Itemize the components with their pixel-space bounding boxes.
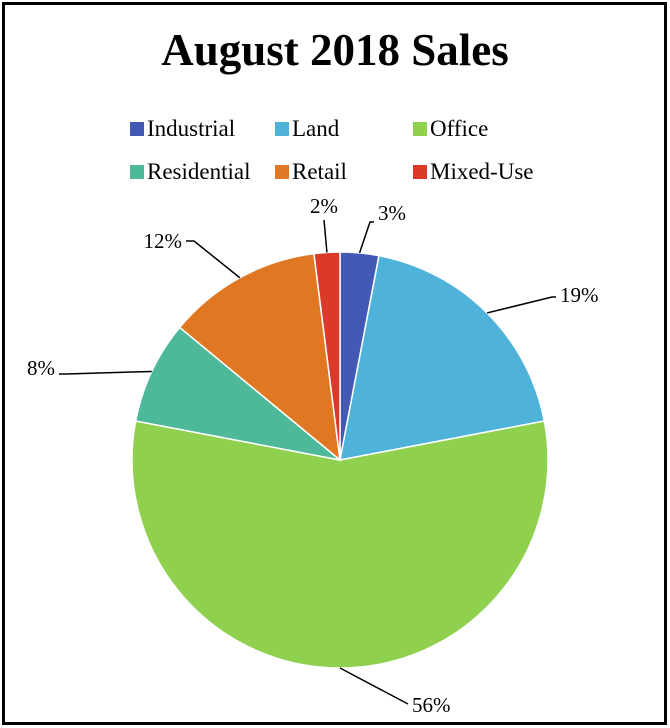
data-label-land: 19% <box>560 283 599 307</box>
legend-swatch-residential <box>130 164 144 179</box>
legend-item-land: Land <box>275 117 339 140</box>
legend-label-office: Office <box>430 116 489 141</box>
legend-label-land: Land <box>292 116 340 141</box>
legend-swatch-mixed-use <box>413 164 427 179</box>
legend-swatch-office <box>413 121 427 136</box>
leader-line-office <box>339 667 409 705</box>
legend-swatch-land <box>275 121 289 136</box>
legend-item-mixed-use: Mixed-Use <box>413 160 533 183</box>
legend-swatch-retail <box>275 164 289 179</box>
legend-label-mixed-use: Mixed-Use <box>430 159 534 184</box>
pie-slice-land <box>339 254 546 461</box>
legend-item-office: Office <box>413 117 488 140</box>
legend-label-retail: Retail <box>292 159 347 184</box>
leader-line-retail <box>186 240 241 279</box>
legend-item-retail: Retail <box>275 160 347 183</box>
legend-label-industrial: Industrial <box>147 116 236 141</box>
legend-label-residential: Residential <box>147 159 251 184</box>
pie-slice-office <box>131 420 549 669</box>
leader-line-land <box>486 296 556 314</box>
data-label-mixed-use: 2% <box>310 194 338 218</box>
leader-line-residential <box>59 370 152 375</box>
legend-swatch-industrial <box>130 121 144 136</box>
pie-slice-residential <box>134 326 341 461</box>
chart-title: August 2018 Sales <box>161 25 509 75</box>
data-label-industrial: 3% <box>378 201 406 225</box>
data-label-retail: 12% <box>144 229 183 253</box>
leader-line-industrial <box>358 221 374 254</box>
legend-item-industrial: Industrial <box>130 117 235 140</box>
legend-item-residential: Residential <box>130 160 250 183</box>
data-label-office: 56% <box>412 693 451 717</box>
data-label-residential: 8% <box>27 356 55 380</box>
leader-line-mixed-use <box>323 219 328 253</box>
